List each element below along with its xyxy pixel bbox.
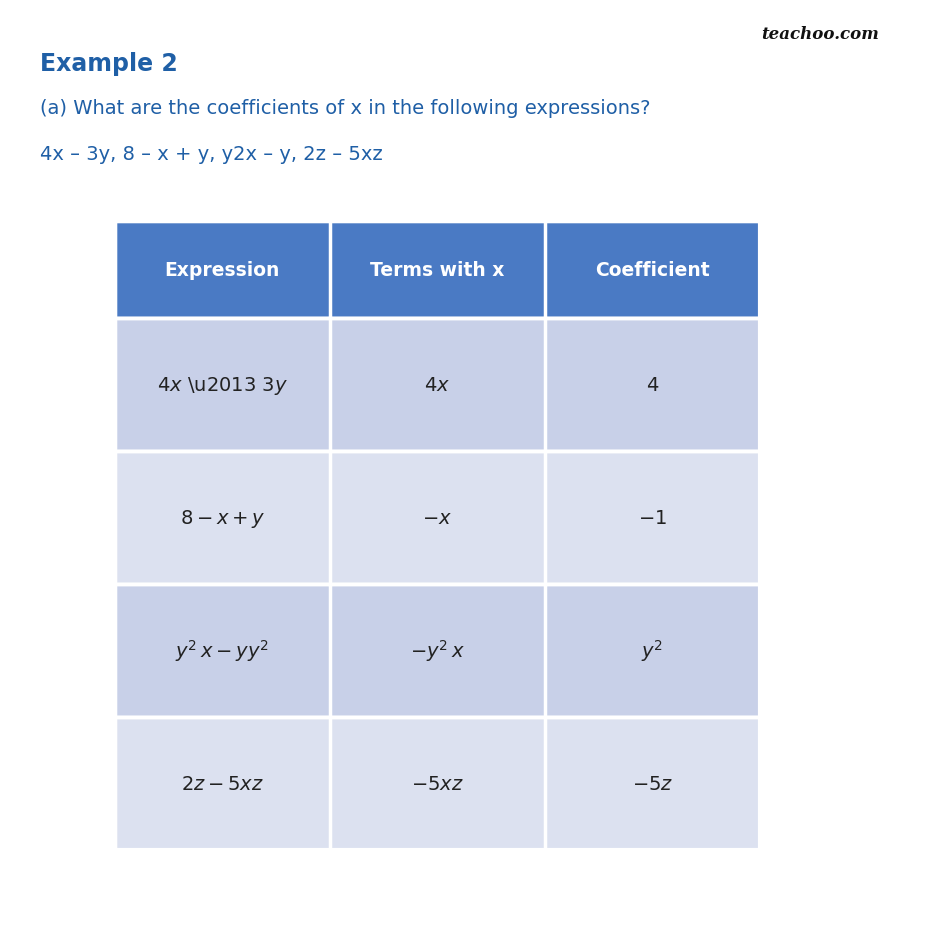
Bar bbox=[115, 222, 759, 850]
Text: $-5z$: $-5z$ bbox=[631, 774, 672, 793]
Text: $4x$ \u2013 $3y$: $4x$ \u2013 $3y$ bbox=[157, 375, 288, 396]
Text: teachoo.com: teachoo.com bbox=[761, 26, 878, 43]
Text: $-1$: $-1$ bbox=[637, 509, 666, 528]
Text: Expression: Expression bbox=[164, 261, 279, 280]
Text: 4x – 3y, 8 – x + y, y2x – y, 2z – 5xz: 4x – 3y, 8 – x + y, y2x – y, 2z – 5xz bbox=[40, 144, 382, 163]
Text: (a) What are the coefficients of x in the following expressions?: (a) What are the coefficients of x in th… bbox=[40, 99, 649, 118]
Text: $y^2$: $y^2$ bbox=[641, 638, 663, 664]
Text: Example 2: Example 2 bbox=[40, 52, 177, 76]
Bar bbox=[115, 319, 759, 452]
Text: $y^2\,x - yy^2$: $y^2\,x - yy^2$ bbox=[176, 638, 269, 664]
Text: $4x$: $4x$ bbox=[424, 376, 450, 395]
Bar bbox=[115, 717, 759, 850]
Bar bbox=[115, 584, 759, 717]
Text: $4$: $4$ bbox=[645, 376, 658, 395]
Text: $-5xz$: $-5xz$ bbox=[411, 774, 464, 793]
Text: $2z - 5xz$: $2z - 5xz$ bbox=[180, 774, 263, 793]
Bar bbox=[115, 452, 759, 584]
Text: $-x$: $-x$ bbox=[422, 509, 452, 528]
Text: $-y^2\,x$: $-y^2\,x$ bbox=[410, 638, 464, 664]
Text: $8 - x + y$: $8 - x + y$ bbox=[179, 507, 265, 529]
Bar bbox=[115, 222, 759, 319]
Text: Terms with x: Terms with x bbox=[370, 261, 504, 280]
Text: Coefficient: Coefficient bbox=[595, 261, 709, 280]
